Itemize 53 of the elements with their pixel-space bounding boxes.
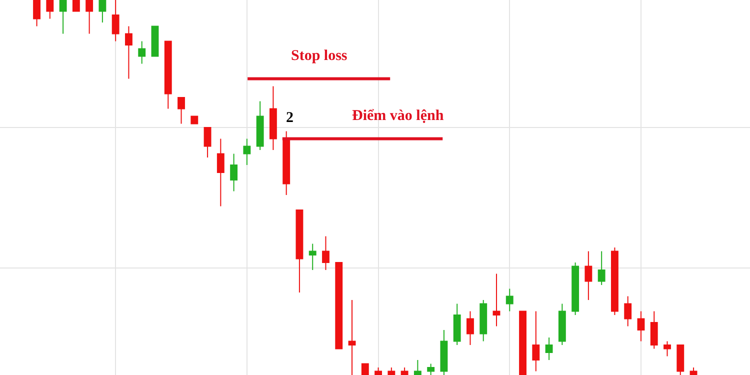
candlestick bbox=[59, 0, 67, 34]
candlestick bbox=[676, 344, 684, 375]
candlestick bbox=[492, 273, 500, 327]
candlestick bbox=[138, 40, 146, 64]
candlestick bbox=[440, 330, 448, 375]
candlestick bbox=[650, 310, 658, 350]
candlestick bbox=[374, 367, 382, 375]
candlestick bbox=[296, 210, 304, 293]
candlestick bbox=[427, 363, 435, 375]
candlestick bbox=[112, 0, 120, 42]
candlestick bbox=[269, 86, 277, 150]
candlestick bbox=[610, 247, 618, 316]
candlestick bbox=[178, 97, 185, 124]
candlestick bbox=[572, 262, 580, 316]
candlestick bbox=[86, 0, 94, 34]
candlestick bbox=[453, 303, 461, 346]
candlestick bbox=[204, 127, 212, 158]
candlestick bbox=[33, 0, 40, 27]
candlestick bbox=[414, 360, 422, 375]
candlestick bbox=[480, 300, 488, 342]
candlestick bbox=[256, 100, 264, 150]
candlestick bbox=[388, 367, 396, 375]
candlestick bbox=[637, 310, 645, 342]
candlestick bbox=[664, 340, 671, 357]
ref-line-label: Stop loss bbox=[291, 48, 348, 64]
candlestick bbox=[584, 250, 592, 300]
candlestick bbox=[125, 26, 132, 80]
candlestick bbox=[308, 243, 316, 270]
candlestick bbox=[348, 300, 356, 375]
candlestick bbox=[545, 337, 553, 360]
candlestick bbox=[190, 116, 198, 124]
candlestick bbox=[466, 310, 474, 346]
candlestick bbox=[335, 262, 343, 350]
candlestick bbox=[230, 153, 238, 192]
annotation: 2 bbox=[286, 110, 294, 126]
candlestick bbox=[322, 236, 330, 270]
candlestick bbox=[98, 0, 106, 23]
candlestick bbox=[72, 0, 80, 12]
candlestick bbox=[282, 130, 290, 196]
candlestick bbox=[46, 0, 54, 20]
ref-line-label: Điểm vào lệnh bbox=[352, 108, 444, 124]
candlestick bbox=[361, 363, 369, 375]
candlestick bbox=[151, 26, 159, 57]
candlestick bbox=[624, 296, 632, 327]
candlestick bbox=[164, 40, 172, 110]
candlestick bbox=[216, 138, 224, 207]
candlestick bbox=[519, 310, 526, 375]
candlestick bbox=[506, 288, 514, 312]
candlestick bbox=[243, 138, 251, 166]
candlestick bbox=[532, 310, 540, 372]
candlestick bbox=[400, 367, 408, 375]
candlestick bbox=[558, 303, 566, 346]
candlestick bbox=[598, 250, 606, 286]
